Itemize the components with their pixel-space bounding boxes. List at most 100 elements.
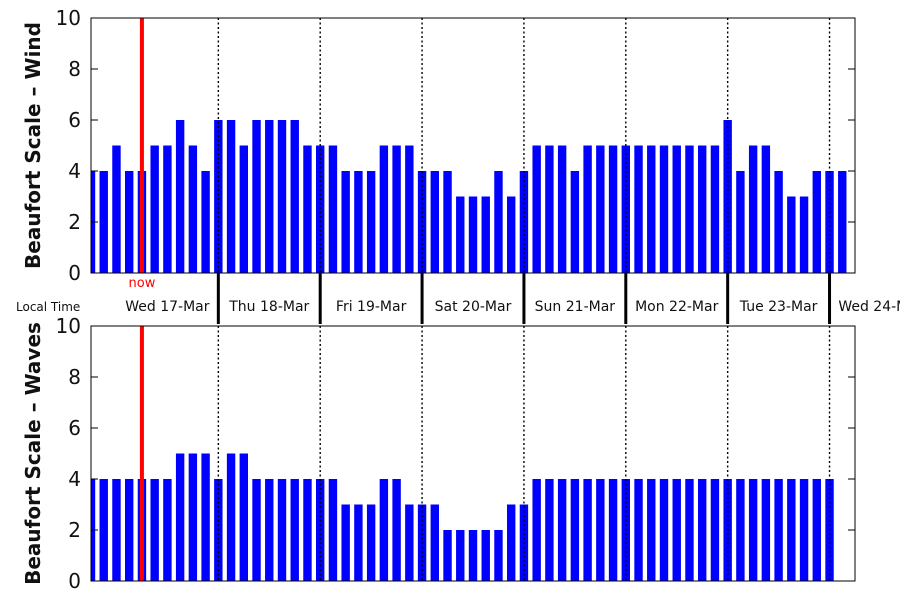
y-tick-label: 6 bbox=[68, 416, 81, 440]
day-label: Sat 20-Mar bbox=[435, 299, 512, 315]
bar bbox=[634, 479, 643, 581]
bar bbox=[736, 171, 745, 273]
bar bbox=[265, 479, 274, 581]
bar bbox=[163, 145, 172, 273]
day-label: Thu 18-Mar bbox=[228, 299, 309, 315]
bar bbox=[226, 120, 236, 273]
bar bbox=[252, 120, 261, 273]
bar bbox=[710, 145, 720, 273]
day-label: Wed 24-Mar bbox=[838, 299, 900, 315]
y-tick-label: 0 bbox=[68, 261, 81, 285]
bar bbox=[838, 171, 847, 273]
bar bbox=[481, 196, 490, 273]
bar bbox=[557, 479, 567, 581]
bar bbox=[175, 120, 185, 273]
day-label: Mon 22-Mar bbox=[635, 299, 718, 315]
bar bbox=[290, 120, 299, 273]
bar bbox=[175, 453, 185, 581]
bar bbox=[315, 145, 325, 273]
bar bbox=[468, 530, 478, 581]
bar bbox=[124, 171, 134, 273]
bar bbox=[672, 479, 681, 581]
bar bbox=[761, 145, 771, 273]
bar bbox=[583, 145, 592, 273]
bar bbox=[596, 145, 605, 273]
bar bbox=[214, 120, 223, 273]
bar bbox=[659, 479, 669, 581]
bar bbox=[748, 479, 758, 581]
bar bbox=[468, 196, 478, 273]
bar bbox=[506, 504, 516, 581]
y-tick-label: 0 bbox=[68, 569, 81, 593]
bar bbox=[124, 479, 134, 581]
local-time-label: Local Time bbox=[16, 300, 80, 314]
waves-y-axis-label: Beaufort Scale – Waves bbox=[21, 322, 45, 585]
bar bbox=[570, 479, 580, 581]
bar bbox=[303, 479, 312, 581]
bar bbox=[787, 479, 796, 581]
bar bbox=[277, 120, 287, 273]
bar bbox=[392, 479, 401, 581]
bar bbox=[112, 145, 121, 273]
bar bbox=[723, 120, 732, 273]
y-tick-label: 4 bbox=[68, 467, 81, 491]
bar bbox=[799, 479, 809, 581]
wind-y-axis: 0 2 4 6 8 10 bbox=[56, 6, 855, 285]
bar bbox=[787, 196, 796, 273]
bar bbox=[392, 145, 401, 273]
bar bbox=[736, 479, 745, 581]
bar bbox=[494, 171, 503, 273]
bar bbox=[405, 145, 414, 273]
y-tick-label: 2 bbox=[68, 518, 81, 542]
bar bbox=[303, 145, 312, 273]
bar bbox=[545, 479, 554, 581]
bar bbox=[697, 479, 707, 581]
wind-plot-frame bbox=[90, 17, 856, 274]
bar bbox=[506, 196, 516, 273]
bar bbox=[608, 145, 618, 273]
bar bbox=[341, 504, 350, 581]
bar bbox=[341, 171, 350, 273]
wind-bars bbox=[91, 120, 847, 273]
wind-day-dividers bbox=[217, 18, 831, 273]
bar bbox=[379, 479, 389, 581]
bar bbox=[99, 479, 108, 581]
waves-plot-frame bbox=[90, 325, 856, 582]
bar bbox=[443, 530, 452, 581]
bar bbox=[761, 479, 771, 581]
bar bbox=[354, 171, 363, 273]
bar bbox=[366, 504, 376, 581]
bar bbox=[443, 171, 452, 273]
bar bbox=[239, 453, 249, 581]
bar bbox=[430, 504, 440, 581]
bar bbox=[265, 120, 274, 273]
day-label: Fri 19-Mar bbox=[336, 299, 407, 315]
bar bbox=[163, 479, 172, 581]
bar bbox=[456, 530, 465, 581]
bar bbox=[328, 479, 338, 581]
bar bbox=[659, 145, 669, 273]
bar bbox=[647, 145, 656, 273]
waves-y-axis: 0 2 4 6 8 10 bbox=[56, 314, 855, 593]
bar bbox=[608, 479, 618, 581]
bar bbox=[201, 171, 210, 273]
bar bbox=[672, 145, 681, 273]
bar bbox=[99, 171, 108, 273]
day-label: Tue 23-Mar bbox=[739, 299, 818, 315]
y-tick-label: 4 bbox=[68, 159, 81, 183]
bar bbox=[405, 504, 414, 581]
bar bbox=[494, 530, 503, 581]
bar bbox=[456, 196, 465, 273]
bar bbox=[277, 479, 287, 581]
y-tick-label: 6 bbox=[68, 108, 81, 132]
bar bbox=[290, 479, 299, 581]
bar bbox=[366, 171, 376, 273]
waves-bars bbox=[91, 453, 834, 581]
bar bbox=[188, 145, 198, 273]
day-labels: Wed 17-Mar Thu 18-Mar Fri 19-Mar Sat 20-Mar… bbox=[125, 273, 900, 324]
bar bbox=[532, 479, 541, 581]
day-label: Sun 21-Mar bbox=[535, 299, 616, 315]
y-tick-label: 8 bbox=[68, 365, 81, 389]
wind-chart-panel: 0 2 4 6 8 10 Beaufort Scale – Wind bbox=[21, 6, 856, 285]
